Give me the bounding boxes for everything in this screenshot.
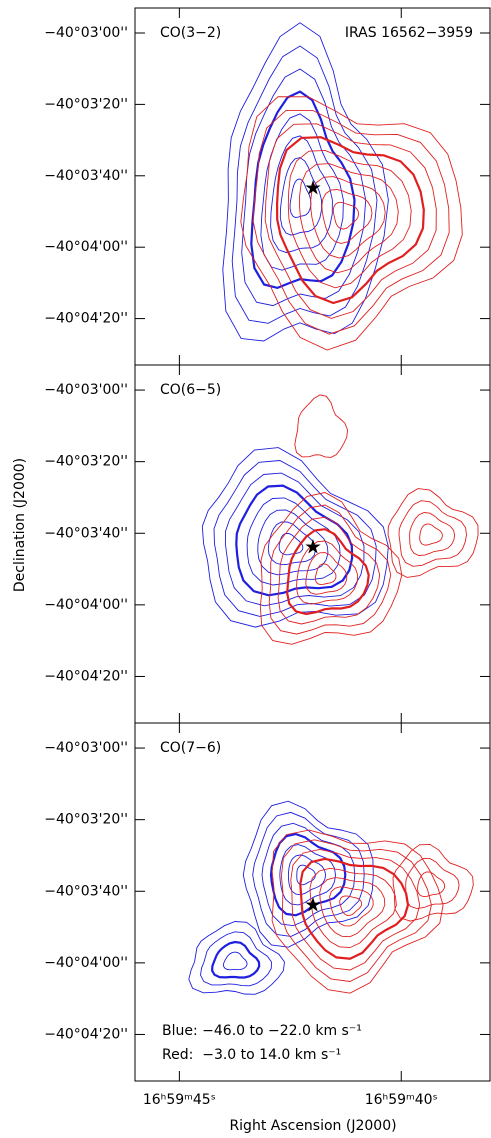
- contour: [296, 540, 359, 605]
- contour: [299, 163, 399, 274]
- contour: [332, 201, 360, 230]
- contour: [417, 871, 446, 898]
- contour: [271, 829, 444, 994]
- y-axis-label: Declination (J2000): [12, 458, 28, 592]
- x-tick-label: 16ʰ59ᵐ40ˢ: [365, 1092, 438, 1108]
- y-tick-label: −40°04'00'': [44, 239, 128, 255]
- y-tick-label: −40°03'40'': [44, 168, 128, 184]
- contour: [201, 447, 389, 628]
- contour: [419, 523, 443, 546]
- y-tick-label: −40°04'20'': [44, 311, 128, 327]
- velocity-note: Red: −3.0 to 14.0 km s⁻¹: [162, 1047, 341, 1063]
- contour: [200, 931, 272, 987]
- contour: [339, 895, 363, 916]
- contour: [310, 176, 386, 259]
- contour: [299, 857, 410, 960]
- y-tick-label: −40°03'40'': [44, 525, 128, 541]
- y-tick-label: −40°04'00'': [44, 597, 128, 613]
- source-name: IRAS 16562−3959: [345, 25, 473, 41]
- y-tick-label: −40°03'00'': [44, 25, 128, 41]
- contour: [252, 109, 450, 335]
- contour: [224, 472, 365, 607]
- y-tick-label: −40°04'20'': [44, 668, 128, 684]
- contours: [222, 22, 463, 351]
- y-tick-label: −40°03'20'': [44, 454, 128, 470]
- contour: [240, 96, 463, 351]
- contour: [392, 843, 474, 922]
- contour: [213, 460, 377, 617]
- x-axis-label: Right Ascension (J2000): [229, 1118, 396, 1134]
- contour: [222, 22, 389, 342]
- contour: [409, 512, 456, 556]
- contour: [223, 951, 248, 971]
- contour: [296, 864, 316, 886]
- contour: [277, 516, 381, 625]
- source-star: [305, 897, 321, 912]
- contour: [398, 500, 467, 567]
- contour: [305, 552, 348, 595]
- source-star: [305, 180, 321, 195]
- contour: [275, 136, 425, 305]
- contour: [264, 123, 437, 319]
- source-star: [305, 539, 321, 554]
- y-tick-label: −40°03'20'': [44, 96, 128, 112]
- contours: [201, 394, 479, 645]
- contour: [289, 178, 312, 218]
- y-tick-label: −40°03'00'': [44, 740, 128, 756]
- contour: [231, 45, 378, 324]
- panel-title: CO(3−2): [160, 25, 221, 41]
- contour: [242, 800, 374, 948]
- contour: [290, 848, 421, 971]
- contour: [268, 504, 392, 635]
- y-tick-label: −40°04'00'': [44, 955, 128, 971]
- y-tick-label: −40°04'20'': [44, 1026, 128, 1042]
- contour: [259, 492, 403, 645]
- contour: [210, 940, 261, 979]
- contour: [267, 521, 316, 566]
- contour: [321, 189, 373, 244]
- panel-frame: [134, 722, 491, 1082]
- y-tick-label: −40°03'40'': [44, 883, 128, 899]
- contour: [235, 484, 354, 597]
- contour: [279, 157, 323, 236]
- contour: [257, 509, 329, 576]
- y-tick-label: −40°03'20'': [44, 812, 128, 828]
- contour: [329, 886, 374, 927]
- contours: [188, 800, 474, 995]
- contour: [241, 68, 367, 307]
- x-tick-label: 16ʰ59ᵐ45ˢ: [143, 1092, 216, 1108]
- contour: [387, 488, 479, 578]
- contour: [279, 844, 336, 906]
- panel-title: CO(7−6): [160, 740, 221, 756]
- panel-title: CO(6−5): [160, 382, 221, 398]
- contour: [294, 394, 349, 458]
- contour: [319, 877, 386, 938]
- contour: [280, 839, 432, 982]
- y-tick-label: −40°03'00'': [44, 382, 128, 398]
- velocity-note: Blue: −46.0 to −22.0 km s⁻¹: [162, 1023, 362, 1039]
- contour: [261, 822, 356, 927]
- contour: [188, 921, 285, 995]
- contour: [287, 149, 412, 289]
- contour: [270, 135, 333, 254]
- contour: [314, 563, 337, 586]
- contour: [286, 528, 370, 616]
- contour: [405, 858, 460, 910]
